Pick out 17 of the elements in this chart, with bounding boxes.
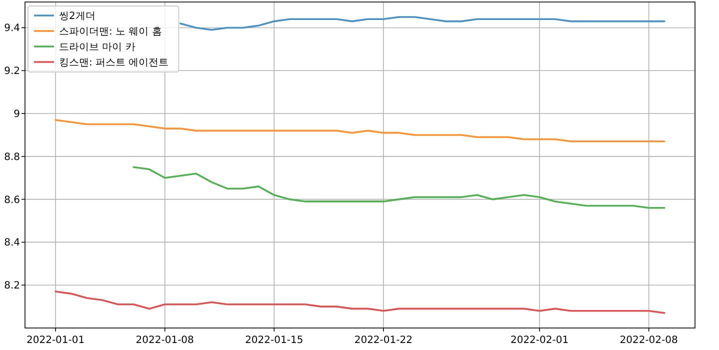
- x-tick-label: 2022-01-08: [136, 335, 194, 346]
- legend-label: 스파이더맨: 노 웨이 홈: [59, 26, 162, 38]
- legend-label: 킹스맨: 퍼스트 에이전트: [59, 58, 169, 68]
- y-tick-label: 9.4: [4, 23, 20, 34]
- legend-label: 드라이브 마이 카: [59, 42, 136, 53]
- x-tick-label: 2022-02-08: [620, 335, 678, 346]
- y-tick-label: 9: [14, 109, 20, 120]
- y-tick-label: 9.2: [4, 66, 20, 78]
- y-tick-label: 8.8: [4, 152, 20, 163]
- y-tick-label: 8.2: [4, 280, 20, 292]
- legend-label: 씽2게더: [59, 11, 96, 22]
- x-tick-label: 2022-01-15: [245, 335, 304, 346]
- y-tick-label: 8.4: [4, 238, 20, 249]
- x-tick-label: 2022-02-01: [510, 335, 569, 346]
- x-tick-label: 2022-01-22: [354, 335, 412, 346]
- x-tick-label: 2022-01-01: [26, 335, 85, 346]
- y-tick-label: 8.6: [4, 194, 20, 206]
